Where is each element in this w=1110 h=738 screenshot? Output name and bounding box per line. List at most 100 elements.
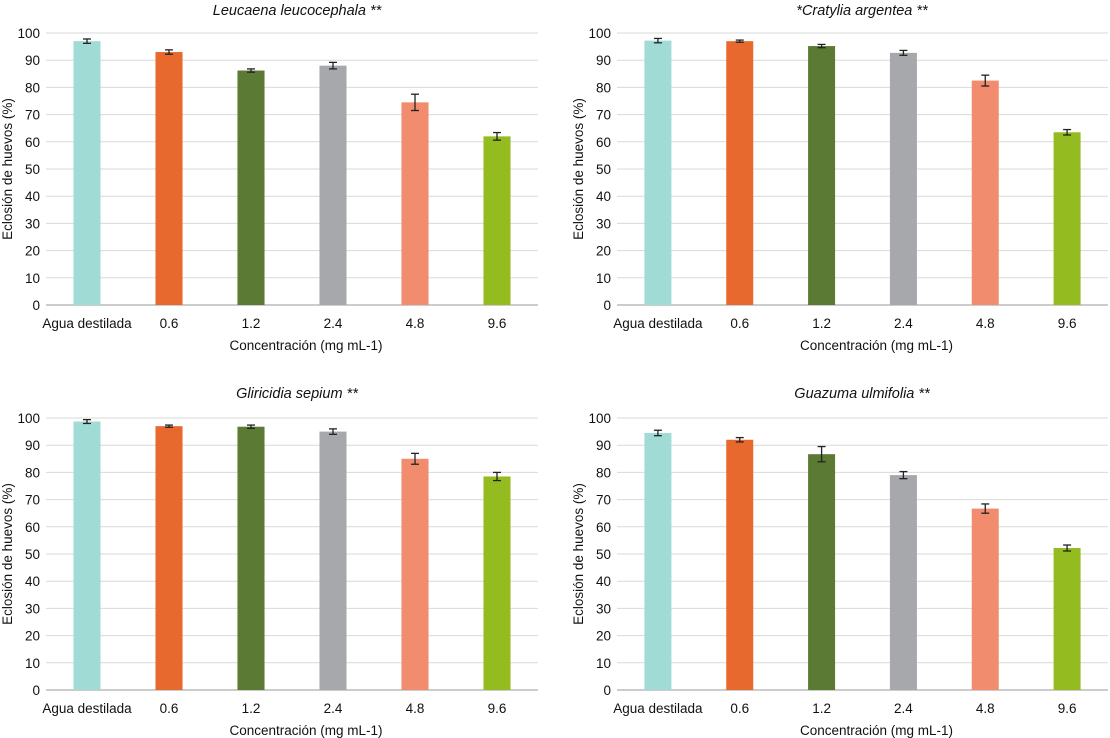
chart-panel-4: Guazuma ulmifolia ** 0 10 20 30 40 50 60 70 80 90 1… bbox=[571, 386, 1108, 738]
bar bbox=[319, 431, 347, 690]
bar bbox=[971, 508, 999, 690]
bar bbox=[401, 458, 429, 690]
x-tick-label: 1.2 bbox=[242, 316, 261, 331]
bar bbox=[808, 454, 836, 690]
y-tick-label: 100 bbox=[17, 411, 40, 426]
bar bbox=[808, 46, 836, 305]
x-tick-label: Agua destilada bbox=[613, 701, 703, 716]
bar bbox=[73, 421, 101, 690]
x-tick-label: Agua destilada bbox=[42, 316, 132, 331]
bar bbox=[971, 80, 999, 305]
bar bbox=[319, 65, 347, 305]
x-tick-label: 9.6 bbox=[1058, 701, 1077, 716]
bar bbox=[644, 432, 672, 690]
chart-panel-2: *Cratylia argentea ** 0 10 20 30 40 50 60 70 80 90… bbox=[571, 3, 1108, 353]
y-tick-label: 20 bbox=[596, 244, 611, 259]
x-tick-label: 2.4 bbox=[894, 316, 913, 331]
x-tick-label: 4.8 bbox=[976, 316, 995, 331]
y-tick-label: 90 bbox=[25, 438, 40, 453]
y-tick-label: 10 bbox=[25, 271, 40, 286]
y-tick-label: 90 bbox=[596, 438, 611, 453]
x-tick-label: 0.6 bbox=[160, 701, 179, 716]
x-axis-label: Concentración (mg mL-1) bbox=[800, 338, 953, 353]
y-tick-label: 0 bbox=[32, 298, 40, 313]
y-tick-label: 30 bbox=[596, 216, 611, 231]
y-tick-label: 70 bbox=[25, 108, 40, 123]
bar bbox=[237, 426, 265, 690]
x-tick-label: 1.2 bbox=[812, 701, 831, 716]
bar bbox=[155, 426, 183, 690]
bar bbox=[889, 475, 917, 690]
bar bbox=[644, 40, 672, 306]
bar bbox=[1053, 132, 1081, 305]
x-axis-label: Concentración (mg mL-1) bbox=[229, 723, 382, 738]
y-tick-label: 50 bbox=[25, 162, 40, 177]
chart-title: Guazuma ulmifolia ** bbox=[794, 386, 931, 402]
y-tick-label: 100 bbox=[588, 411, 611, 426]
bar bbox=[155, 52, 183, 305]
bar bbox=[726, 439, 754, 690]
y-tick-label: 0 bbox=[32, 683, 40, 698]
y-tick-label: 50 bbox=[596, 162, 611, 177]
x-tick-label: 4.8 bbox=[406, 701, 425, 716]
y-axis-label: Eclosión de huevos (%) bbox=[0, 98, 15, 240]
y-tick-label: 20 bbox=[596, 629, 611, 644]
y-tick-label: 50 bbox=[596, 547, 611, 562]
x-tick-label: 9.6 bbox=[1058, 316, 1077, 331]
y-tick-label: 40 bbox=[596, 574, 611, 589]
y-tick-label: 80 bbox=[25, 80, 40, 95]
y-tick-label: 70 bbox=[25, 493, 40, 508]
y-tick-label: 80 bbox=[596, 80, 611, 95]
bar bbox=[889, 52, 917, 305]
x-axis-label: Concentración (mg mL-1) bbox=[800, 723, 953, 738]
chart-panel-3: Gliricidia sepium ** 0 10 20 30 40 50 60 70 80 90 1… bbox=[0, 386, 538, 738]
x-tick-label: 1.2 bbox=[812, 316, 831, 331]
y-tick-label: 90 bbox=[596, 53, 611, 68]
y-tick-label: 70 bbox=[596, 108, 611, 123]
bar bbox=[726, 41, 754, 305]
x-tick-label: 4.8 bbox=[976, 701, 995, 716]
bar bbox=[237, 70, 265, 305]
x-tick-label: 2.4 bbox=[894, 701, 913, 716]
x-tick-label: 0.6 bbox=[730, 701, 749, 716]
bar bbox=[401, 102, 429, 305]
bar bbox=[73, 41, 101, 305]
x-tick-label: 9.6 bbox=[488, 701, 507, 716]
y-tick-label: 90 bbox=[25, 53, 40, 68]
y-axis-label: Eclosión de huevos (%) bbox=[571, 98, 586, 240]
x-tick-label: Agua destilada bbox=[42, 701, 132, 716]
y-tick-label: 100 bbox=[588, 26, 611, 41]
y-tick-label: 80 bbox=[596, 465, 611, 480]
y-tick-label: 40 bbox=[596, 189, 611, 204]
y-tick-label: 60 bbox=[596, 520, 611, 535]
chart-title: Leucaena leucocephala ** bbox=[213, 3, 383, 19]
bar bbox=[483, 476, 511, 690]
y-tick-label: 20 bbox=[25, 244, 40, 259]
chart-title: Gliricidia sepium ** bbox=[236, 386, 359, 402]
y-tick-label: 40 bbox=[25, 574, 40, 589]
x-tick-label: 4.8 bbox=[406, 316, 425, 331]
y-tick-label: 10 bbox=[25, 656, 40, 671]
bar bbox=[1053, 548, 1081, 690]
x-tick-label: 1.2 bbox=[242, 701, 261, 716]
y-tick-label: 70 bbox=[596, 493, 611, 508]
y-tick-label: 30 bbox=[25, 601, 40, 616]
y-axis-label: Eclosión de huevos (%) bbox=[0, 483, 15, 625]
x-tick-label: 0.6 bbox=[160, 316, 179, 331]
y-tick-label: 0 bbox=[603, 683, 611, 698]
y-tick-label: 40 bbox=[25, 189, 40, 204]
chart-title: *Cratylia argentea ** bbox=[796, 3, 929, 19]
x-tick-label: 2.4 bbox=[324, 701, 343, 716]
x-tick-label: 2.4 bbox=[324, 316, 343, 331]
y-tick-label: 10 bbox=[596, 271, 611, 286]
y-tick-label: 10 bbox=[596, 656, 611, 671]
y-tick-label: 60 bbox=[25, 135, 40, 150]
bar bbox=[483, 136, 511, 305]
y-axis-label: Eclosión de huevos (%) bbox=[571, 483, 586, 625]
y-tick-label: 80 bbox=[25, 465, 40, 480]
y-tick-label: 60 bbox=[596, 135, 611, 150]
chart-panel-1: Leucaena leucocephala ** 0 10 20 30 40 50 60 70 8… bbox=[0, 3, 538, 353]
y-tick-label: 30 bbox=[25, 216, 40, 231]
y-tick-label: 60 bbox=[25, 520, 40, 535]
